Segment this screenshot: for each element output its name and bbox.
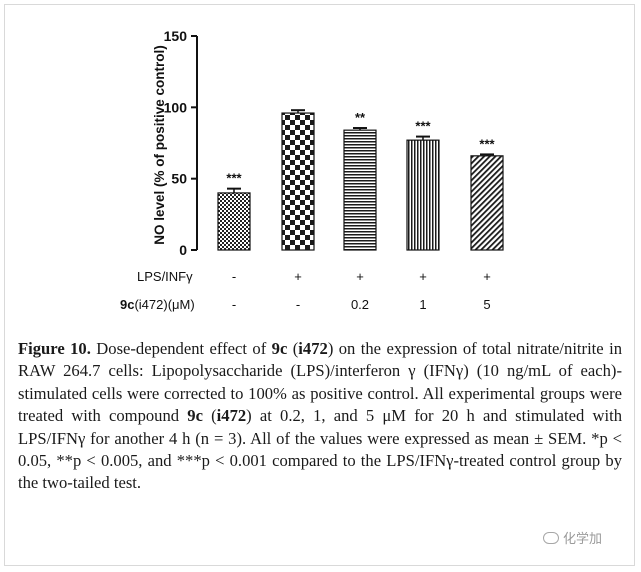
bar xyxy=(343,129,377,251)
caption-text: ( xyxy=(287,339,299,358)
bar xyxy=(217,192,251,251)
y-axis-label: NO level (% of positive control) xyxy=(152,45,167,245)
treatment-value: - xyxy=(295,297,301,312)
significance-label: *** xyxy=(226,171,242,186)
y-tick-label: 0 xyxy=(179,242,187,258)
significance-label: *** xyxy=(479,136,495,151)
significance-label: *** xyxy=(415,119,431,134)
bar xyxy=(281,112,315,251)
compound-code: i472 xyxy=(298,339,328,358)
treatment-value: 1 xyxy=(419,297,427,312)
treatment-row-label: 9c(i472)(μM) xyxy=(120,297,195,312)
y-tick-label: 50 xyxy=(171,171,187,187)
caption-text: ) on the expression of total nitrate/nit… xyxy=(18,339,622,426)
compound-dose-unit: (i472)(μM) xyxy=(134,297,195,312)
caption-text: ( xyxy=(202,406,217,426)
treatment-value: + xyxy=(419,269,427,284)
treatment-value: + xyxy=(483,269,491,284)
significance-label: ** xyxy=(355,110,366,125)
compound-code: i472 xyxy=(216,406,247,426)
compound-id: 9c xyxy=(187,406,203,426)
treatment-row-label: LPS/INFγ xyxy=(137,269,193,284)
treatment-value: - xyxy=(231,297,237,312)
compound-id: 9c xyxy=(120,297,135,312)
wechat-icon xyxy=(543,531,559,544)
watermark-text: 化学加 xyxy=(563,532,603,547)
treatment-value: - xyxy=(231,269,237,284)
figure-frame xyxy=(4,4,635,566)
caption-text: ) at 0.2, 1, and 5 μM for 20 h and stimu… xyxy=(18,406,622,493)
figure-caption: Figure 10. Dose-dependent effect of 9c (… xyxy=(18,338,622,495)
y-tick-label: 100 xyxy=(164,99,188,115)
bar xyxy=(470,155,504,251)
treatment-value: 0.2 xyxy=(350,297,370,312)
treatment-value: + xyxy=(294,269,302,284)
treatment-value: 5 xyxy=(483,297,491,312)
treatment-value: + xyxy=(356,269,364,284)
compound-id: 9c xyxy=(271,339,288,358)
caption-text: Dose-dependent effect of xyxy=(90,339,272,358)
caption-label: Figure 10. xyxy=(18,339,91,358)
bar xyxy=(406,139,440,251)
y-tick-label: 150 xyxy=(164,28,188,44)
watermark: 化学加 xyxy=(543,528,602,547)
